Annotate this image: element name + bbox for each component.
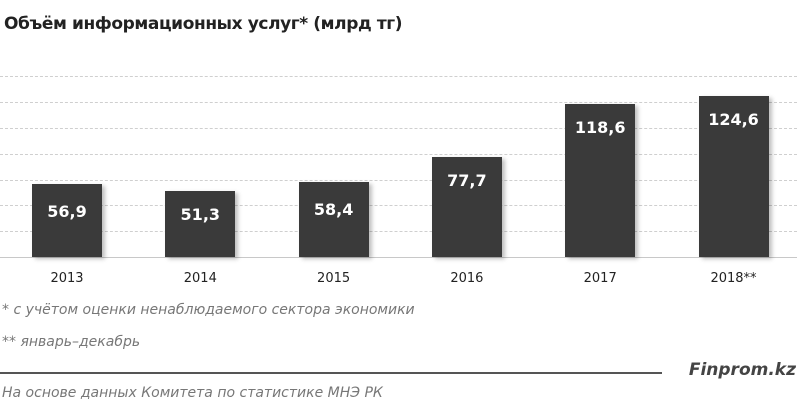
bar-value-label: 124,6	[708, 110, 759, 130]
bar-value-label: 77,7	[447, 170, 487, 190]
bar-2015: 58,4	[298, 181, 369, 257]
x-axis-line	[0, 257, 797, 258]
x-tick-label: 2016	[450, 271, 484, 286]
bar-2016: 77,7	[431, 156, 502, 257]
gridline	[0, 128, 797, 129]
bar-value-label: 51,3	[180, 204, 221, 224]
gridline	[0, 76, 797, 78]
brand-logo-text: Finprom.kz	[688, 360, 796, 380]
gridline	[0, 102, 797, 104]
chart-title: Объём информационных услуг* (млрд тг)	[4, 14, 403, 34]
footnote-estimate: * с учётом оценки ненаблюдаемого сектора…	[2, 302, 415, 318]
gridline	[0, 205, 797, 207]
x-tick-label: 2014	[183, 271, 217, 286]
gridline	[0, 179, 797, 181]
footnote-period: ** январь–декабрь	[2, 334, 141, 350]
x-tick-label: 2018**	[710, 271, 757, 286]
bar-2013: 56,9	[32, 183, 102, 257]
bar-2014: 51,3	[165, 190, 236, 257]
bar-value-label: 58,4	[313, 199, 354, 219]
bar-2018: 124,6	[698, 96, 769, 257]
gridline	[0, 231, 797, 233]
bar-chart: 56,9 2013 51,3 2014 58,4 2015 77,7 2016 118,6 201…	[0, 76, 797, 286]
gridline	[0, 153, 797, 155]
bar-value-label: 118,6	[574, 118, 626, 137]
source-note: На основе данных Комитета по статистике …	[2, 385, 383, 401]
footer-divider	[0, 372, 662, 374]
x-tick-label: 2013	[50, 271, 84, 286]
bar-value-label: 56,9	[47, 201, 87, 221]
x-tick-label: 2017	[583, 271, 617, 286]
bar-2017: 118,6	[565, 104, 636, 257]
x-tick-label: 2015	[317, 271, 351, 286]
